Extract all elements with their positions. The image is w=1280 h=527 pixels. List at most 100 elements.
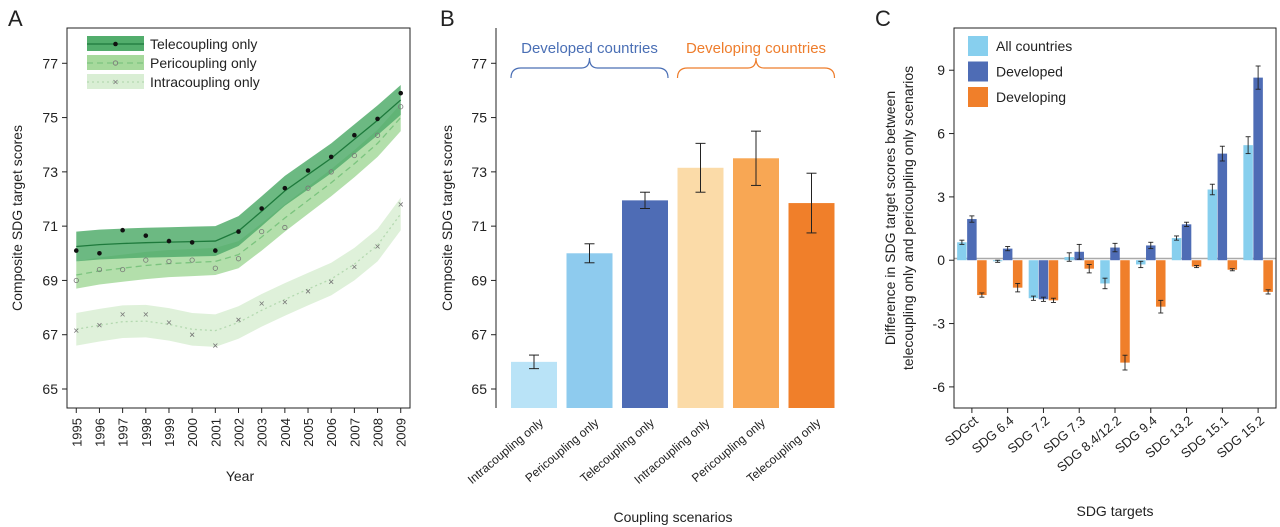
data-point <box>166 258 172 265</box>
data-point <box>351 152 357 159</box>
data-point <box>352 264 357 270</box>
data-point <box>398 90 404 96</box>
bar <box>1227 260 1238 270</box>
bar <box>1146 245 1156 261</box>
data-point <box>305 289 311 294</box>
x-tick-label: 2009 <box>394 418 409 447</box>
bar <box>1100 260 1110 284</box>
data-point <box>235 256 242 262</box>
data-point <box>143 233 149 238</box>
data-point <box>120 227 125 233</box>
x-tick-label: 1998 <box>139 418 154 447</box>
legend-label: Developed <box>996 64 1063 80</box>
legend-marker <box>112 60 119 66</box>
legend-swatch <box>968 87 988 107</box>
data-point <box>73 328 79 333</box>
data-point <box>73 248 79 253</box>
data-point <box>189 332 195 337</box>
y-tick-label: 71 <box>42 218 58 234</box>
data-point <box>282 299 288 305</box>
legend-label: Telecoupling only <box>150 36 257 52</box>
bars <box>511 130 835 408</box>
y-tick-label: 73 <box>42 164 58 180</box>
data-point <box>259 228 265 235</box>
x-axis-label: SDG targets <box>1076 503 1153 519</box>
bar <box>1120 260 1130 363</box>
legend-label: Developing <box>996 89 1066 105</box>
bar <box>1181 224 1192 261</box>
y-tick-label: 3 <box>937 189 945 205</box>
x-tick-label: 1999 <box>162 418 177 447</box>
data-point <box>305 185 311 191</box>
data-point <box>328 169 334 175</box>
trend-line-intracoupling <box>76 213 402 332</box>
legend-label: All countries <box>996 38 1072 54</box>
bar <box>1012 260 1023 288</box>
x-tick-label: 1997 <box>116 418 131 447</box>
y-tick-label: 69 <box>42 272 58 288</box>
y-tick-label: 67 <box>471 327 487 343</box>
legend: Telecoupling only Pericoupling only Intrac… <box>87 36 260 90</box>
data-point <box>120 312 125 317</box>
bar <box>566 253 613 408</box>
y-tick-label: -6 <box>933 379 946 395</box>
bar <box>1207 189 1218 261</box>
x-tick-label: 2004 <box>278 418 293 447</box>
bars <box>957 65 1273 371</box>
x-tick-label: 2001 <box>208 418 223 447</box>
y-axis: 65 67 69 71 73 75 77 <box>471 55 496 397</box>
legend-marker <box>113 79 118 85</box>
bar <box>511 361 557 408</box>
data-point <box>236 229 241 234</box>
legend: All countries Developed Developing <box>968 36 1072 107</box>
legend-swatch <box>968 36 988 56</box>
x-axis-label: Coupling scenarios <box>613 509 732 525</box>
bar <box>1217 153 1228 261</box>
data-point <box>259 301 264 306</box>
legend-label: Intracoupling only <box>150 74 260 90</box>
plot-frame <box>953 27 1277 409</box>
y-tick-label: 6 <box>937 126 945 142</box>
bar <box>1171 238 1182 261</box>
group-brace <box>510 57 669 79</box>
y-tick-label: 73 <box>471 164 487 180</box>
y-tick-label: 77 <box>471 55 487 71</box>
data-point <box>375 116 380 122</box>
data-point <box>166 238 172 244</box>
data-point <box>375 244 380 249</box>
bar <box>1028 260 1039 299</box>
data-point <box>97 322 102 328</box>
y-tick-label: 9 <box>937 62 945 78</box>
x-tick-label: 2008 <box>371 418 386 447</box>
group-brace <box>676 57 836 79</box>
data-point <box>374 132 381 138</box>
x-axis-label: Year <box>226 468 255 484</box>
y-axis-label-line-1: Difference in SDG target scores between <box>882 91 898 345</box>
data-points <box>73 90 404 348</box>
group-label: Developed countries <box>521 40 658 57</box>
y-tick-label: 77 <box>42 55 58 71</box>
data-point <box>143 312 149 317</box>
x-tick-label: 2003 <box>255 418 270 447</box>
y-tick-label: 69 <box>471 272 487 288</box>
panel-b-bar-chart: 65 67 69 71 73 75 77 Intracoupling onlyPericou… <box>439 28 836 525</box>
y-tick-label: 65 <box>471 381 487 397</box>
bar <box>977 260 987 296</box>
y-axis: -6 -3 0 3 6 9 <box>933 62 954 395</box>
y-tick-label: 67 <box>42 327 58 343</box>
legend-label: Pericoupling only <box>150 55 257 71</box>
bar <box>1156 260 1166 307</box>
y-tick-label: 71 <box>471 218 487 234</box>
x-axis: 1995 1996 1997 1998 1999 2000 2001 2002 2003 2004… <box>69 408 409 447</box>
x-tick-label: 1995 <box>69 418 84 447</box>
y-tick-label: 75 <box>471 110 487 126</box>
panel-a-line-chart: 65 67 69 71 73 75 77 1995 1996 1997 1998 1999 2000 2… <box>9 27 411 484</box>
data-point <box>328 279 334 285</box>
x-tick-label: 2006 <box>324 418 339 447</box>
bar <box>1253 77 1263 261</box>
bar <box>622 200 668 408</box>
bar <box>677 167 724 408</box>
x-tick-label: 2000 <box>185 418 200 447</box>
